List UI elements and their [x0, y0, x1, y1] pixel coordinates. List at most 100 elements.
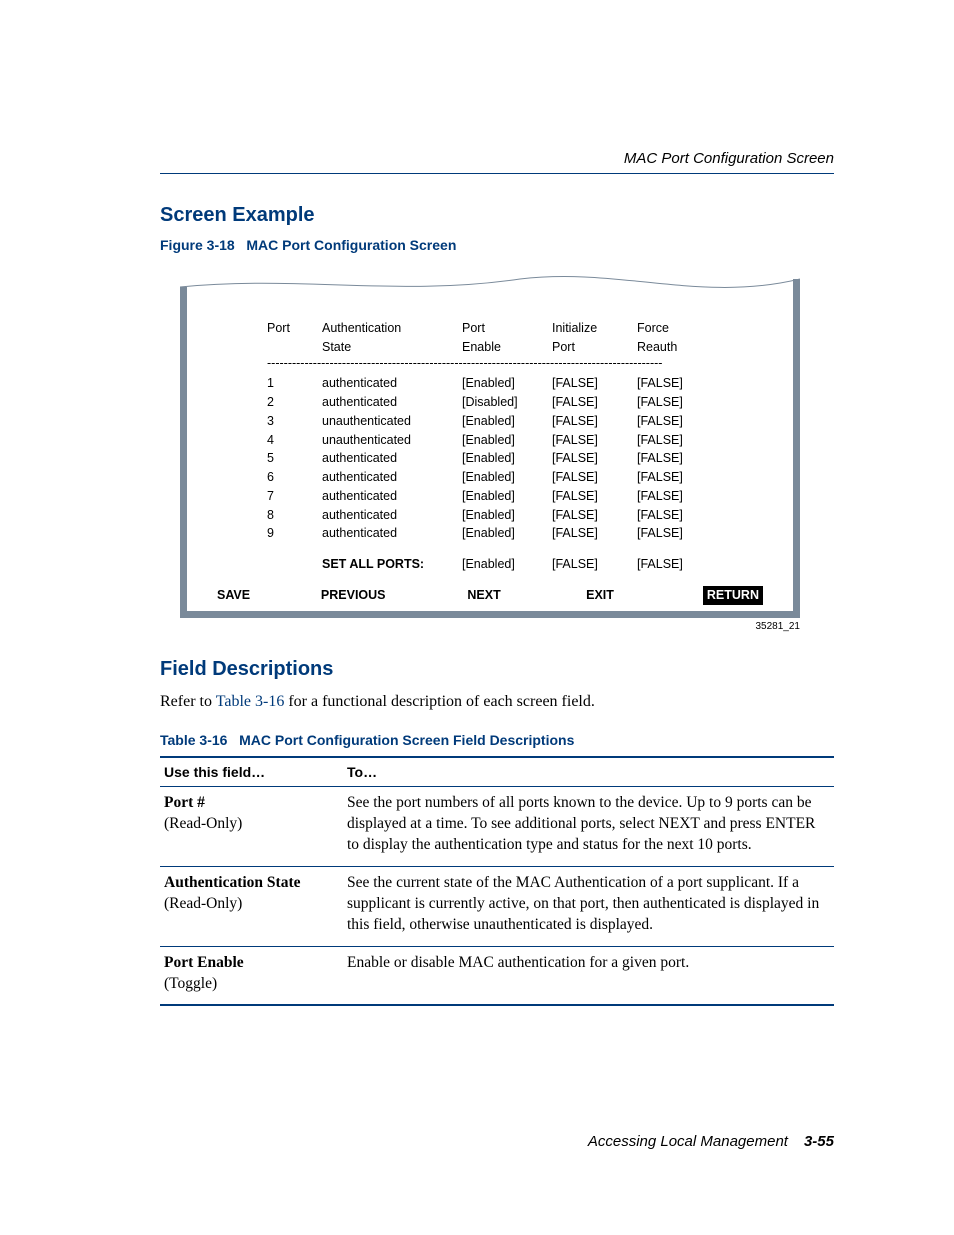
terminal-setall-row: SET ALL PORTS: [Enabled] [FALSE] [FALSE]: [267, 555, 763, 574]
figure-torn-edge: [180, 273, 800, 301]
cell-enable: [Enabled]: [462, 431, 552, 450]
field-desc-intro: Refer to Table 3-16 for a functional des…: [160, 691, 834, 713]
foot-return: RETURN: [703, 586, 763, 605]
terminal-header-row: Port Authentication State Port Enable Init…: [267, 319, 763, 357]
foot-previous: PREVIOUS: [321, 586, 467, 605]
field-name-cell: Port #(Read-Only): [160, 787, 343, 867]
cell-enable: [Enabled]: [462, 487, 552, 506]
th-to: To…: [343, 757, 834, 787]
table-row: Port #(Read-Only)See the port numbers of…: [160, 787, 834, 867]
cell-enable: [Enabled]: [462, 468, 552, 487]
cell-init: [FALSE]: [552, 449, 637, 468]
field-name-cell: Authentication State(Read-Only): [160, 866, 343, 946]
th-use-field: Use this field…: [160, 757, 343, 787]
figure-caption-label: Figure 3-18: [160, 237, 235, 253]
cell-port: 1: [267, 374, 322, 393]
intro-pre: Refer to: [160, 693, 216, 710]
table-caption-text: MAC Port Configuration Screen Field Desc…: [239, 732, 574, 748]
section-screen-example: Screen Example: [160, 204, 834, 227]
running-header: MAC Port Configuration Screen: [160, 150, 834, 174]
page: MAC Port Configuration Screen Screen Exa…: [0, 0, 954, 1235]
cell-init: [FALSE]: [552, 487, 637, 506]
cell-init: [FALSE]: [552, 431, 637, 450]
terminal-row: 7authenticated[Enabled][FALSE][FALSE]: [267, 487, 763, 506]
terminal-row: 3unauthenticated[Enabled][FALSE][FALSE]: [267, 412, 763, 431]
cell-init: [FALSE]: [552, 412, 637, 431]
cell-auth: authenticated: [322, 506, 462, 525]
cell-init: [FALSE]: [552, 393, 637, 412]
terminal-row: 5authenticated[Enabled][FALSE][FALSE]: [267, 449, 763, 468]
cell-port: 2: [267, 393, 322, 412]
figure-terminal: Port Authentication State Port Enable Init…: [180, 273, 800, 632]
terminal-row: 8authenticated[Enabled][FALSE][FALSE]: [267, 506, 763, 525]
footer-section: Accessing Local Management: [588, 1133, 788, 1150]
th-auth-l1: Authentication: [322, 321, 401, 335]
cell-force: [FALSE]: [637, 468, 722, 487]
footer-pageno: 3-55: [804, 1133, 834, 1150]
setall-force: [FALSE]: [637, 555, 722, 574]
intro-post: for a functional description of each scr…: [284, 693, 595, 710]
terminal-row: 6authenticated[Enabled][FALSE][FALSE]: [267, 468, 763, 487]
cell-init: [FALSE]: [552, 506, 637, 525]
cell-enable: [Enabled]: [462, 506, 552, 525]
cell-init: [FALSE]: [552, 374, 637, 393]
cell-force: [FALSE]: [637, 431, 722, 450]
terminal-row: 9authenticated[Enabled][FALSE][FALSE]: [267, 524, 763, 543]
cell-force: [FALSE]: [637, 393, 722, 412]
table-caption: Table 3-16 MAC Port Configuration Screen…: [160, 732, 834, 748]
field-desc-cell: See the port numbers of all ports known …: [343, 787, 834, 867]
terminal-row: 1authenticated[Enabled][FALSE][FALSE]: [267, 374, 763, 393]
cell-force: [FALSE]: [637, 412, 722, 431]
cell-auth: authenticated: [322, 524, 462, 543]
table-row: Port Enable(Toggle)Enable or disable MAC…: [160, 946, 834, 1005]
terminal-footer-row: SAVE PREVIOUS NEXT EXIT RETURN: [217, 586, 763, 605]
cell-enable: [Enabled]: [462, 524, 552, 543]
th-force-l2: Reauth: [637, 340, 677, 354]
cell-port: 8: [267, 506, 322, 525]
th-enable-l1: Port: [462, 321, 485, 335]
terminal-row: 2authenticated[Disabled][FALSE][FALSE]: [267, 393, 763, 412]
setall-enable: [Enabled]: [462, 555, 552, 574]
cell-auth: authenticated: [322, 449, 462, 468]
cell-force: [FALSE]: [637, 506, 722, 525]
table-caption-label: Table 3-16: [160, 732, 227, 748]
cell-auth: authenticated: [322, 487, 462, 506]
foot-next: NEXT: [467, 586, 586, 605]
cell-port: 4: [267, 431, 322, 450]
terminal-row: 4unauthenticated[Enabled][FALSE][FALSE]: [267, 431, 763, 450]
table-row: Authentication State(Read-Only)See the c…: [160, 866, 834, 946]
foot-save: SAVE: [217, 586, 321, 605]
cell-enable: [Disabled]: [462, 393, 552, 412]
cell-auth: authenticated: [322, 393, 462, 412]
th-init-l1: Initialize: [552, 321, 597, 335]
cell-port: 6: [267, 468, 322, 487]
cell-auth: authenticated: [322, 374, 462, 393]
intro-link[interactable]: Table 3-16: [216, 693, 285, 710]
cell-force: [FALSE]: [637, 449, 722, 468]
cell-enable: [Enabled]: [462, 374, 552, 393]
cell-enable: [Enabled]: [462, 412, 552, 431]
field-desc-cell: See the current state of the MAC Authent…: [343, 866, 834, 946]
cell-enable: [Enabled]: [462, 449, 552, 468]
field-name-cell: Port Enable(Toggle): [160, 946, 343, 1005]
section-field-descriptions: Field Descriptions: [160, 658, 834, 681]
cell-port: 7: [267, 487, 322, 506]
th-enable-l2: Enable: [462, 340, 501, 354]
setall-init: [FALSE]: [552, 555, 637, 574]
page-footer: Accessing Local Management 3-55: [588, 1133, 834, 1150]
th-init-l2: Port: [552, 340, 575, 354]
terminal-separator: ----------------------------------------…: [267, 354, 727, 373]
figure-caption: Figure 3-18 MAC Port Configuration Scree…: [160, 237, 834, 253]
field-desc-cell: Enable or disable MAC authentication for…: [343, 946, 834, 1005]
cell-force: [FALSE]: [637, 524, 722, 543]
cell-auth: unauthenticated: [322, 431, 462, 450]
cell-port: 5: [267, 449, 322, 468]
field-descriptions-table: Use this field… To… Port #(Read-Only)See…: [160, 756, 834, 1006]
figure-caption-text: MAC Port Configuration Screen: [246, 237, 456, 253]
cell-auth: unauthenticated: [322, 412, 462, 431]
th-force-l1: Force: [637, 321, 669, 335]
cell-force: [FALSE]: [637, 487, 722, 506]
cell-init: [FALSE]: [552, 524, 637, 543]
th-auth-l2: State: [322, 340, 351, 354]
foot-exit: EXIT: [586, 586, 703, 605]
